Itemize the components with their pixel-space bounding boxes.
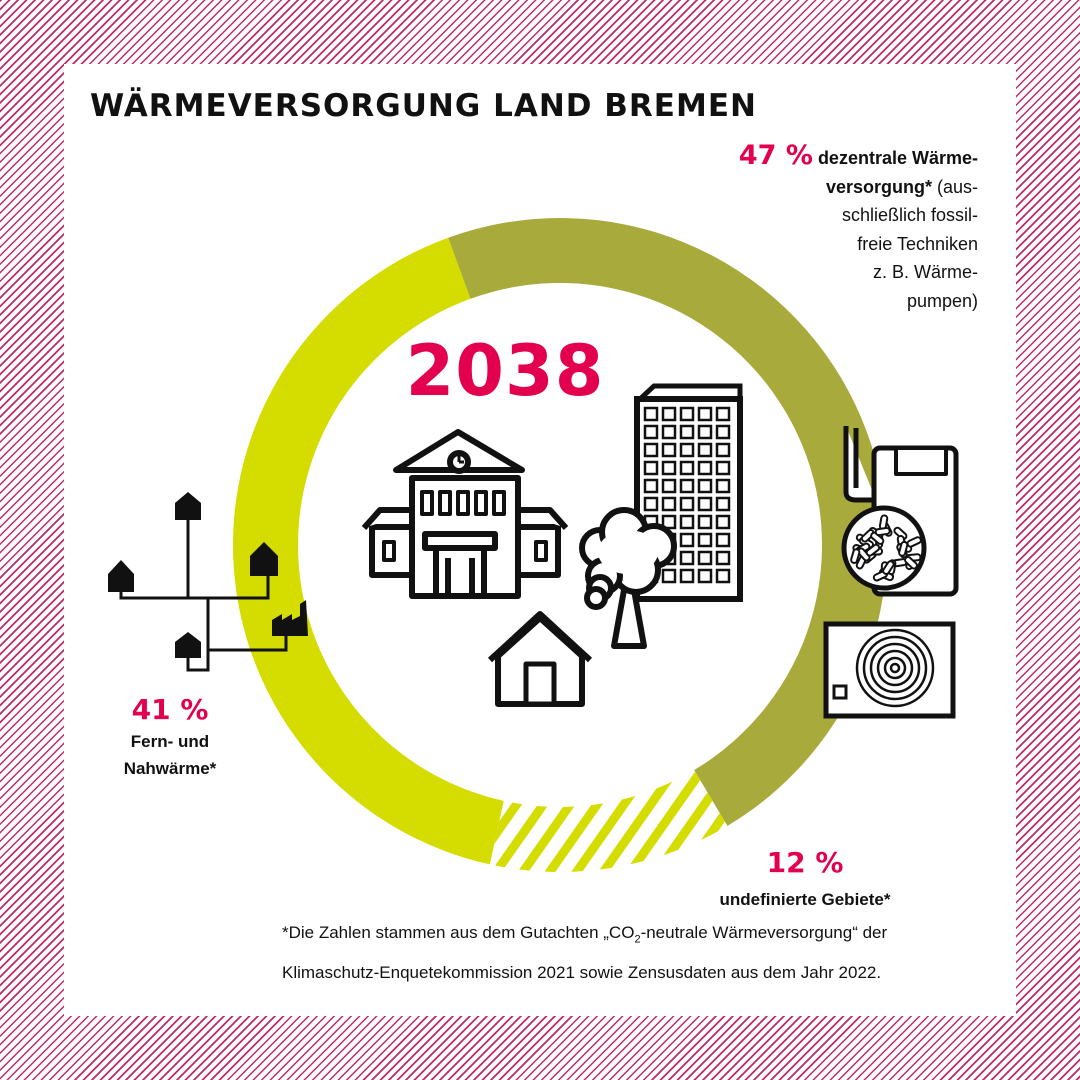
tower-window	[679, 532, 695, 548]
percent-fern: 41 %	[131, 693, 209, 726]
tree-icon	[579, 507, 677, 649]
pellet	[860, 529, 875, 543]
school-building-icon	[361, 429, 569, 599]
tower-window	[697, 478, 713, 494]
detail-dezentral-4: z. B. Wärme-	[872, 262, 978, 282]
tower-window	[715, 478, 731, 494]
label-undefiniert: 12 % undefinierte Gebiete*	[680, 844, 930, 910]
tower-window	[697, 550, 713, 566]
detail-dezentral-2: schließlich fossil-	[841, 205, 978, 225]
tower-window	[715, 424, 731, 440]
tower-window	[661, 568, 677, 584]
tower-window	[661, 442, 677, 458]
tower-window	[661, 478, 677, 494]
detail-dezentral-3: freie Techniken	[857, 233, 978, 254]
tower-window	[679, 514, 695, 530]
tower-window	[679, 424, 695, 440]
tower-window	[715, 568, 731, 584]
donut-slice-1	[448, 217, 888, 826]
tower-window	[697, 442, 713, 458]
tower-window	[697, 568, 713, 584]
tower-window	[679, 406, 695, 422]
tower-window	[661, 460, 677, 476]
tower-window	[643, 460, 659, 476]
tower-window	[679, 550, 695, 566]
tower-window	[715, 496, 731, 512]
tower-window	[715, 532, 731, 548]
footnote-line1-pre: *Die Zahlen stammen aus dem Gutachten „C…	[282, 923, 635, 942]
footnote-line1-sub: 2	[634, 933, 641, 946]
heating-network-icon	[108, 492, 308, 672]
tower-window	[679, 442, 695, 458]
footnote-line1-post: -neutrale Wärmeversorgung“ der	[640, 923, 888, 942]
tower-window	[679, 568, 695, 584]
name-dezentral-1: dezentrale Wärme-	[817, 148, 978, 168]
tower-window	[661, 424, 677, 440]
tower-window	[679, 496, 695, 512]
footnote-line2: Klimaschutz-Enquetekommission 2021 sowie…	[282, 963, 882, 983]
donut-slices	[233, 217, 888, 872]
pellet	[865, 543, 881, 557]
tower-window	[661, 406, 677, 422]
tower-window	[643, 478, 659, 494]
tower-window	[697, 460, 713, 476]
pellets	[850, 514, 922, 582]
name-dezentral-2: versorgung*	[825, 176, 932, 197]
factory-icon	[272, 600, 308, 636]
tower-window	[697, 514, 713, 530]
donut-slice-2	[489, 770, 728, 872]
percent-dezentral: 47 %	[738, 140, 813, 171]
tower-window	[661, 496, 677, 512]
tower-window	[661, 514, 677, 530]
detail-dezentral-1: (aus-	[936, 176, 978, 197]
pellet	[850, 548, 861, 564]
tower-window	[679, 478, 695, 494]
house-icon	[487, 611, 593, 707]
tower-window	[715, 406, 731, 422]
pellet-boiler-icon	[841, 426, 959, 597]
pellet	[874, 526, 891, 537]
tower-window	[643, 424, 659, 440]
tower-window	[643, 406, 659, 422]
year-label: 2038	[405, 330, 605, 412]
pellet	[904, 556, 918, 570]
pellet	[882, 560, 895, 575]
donut-slice-3	[233, 237, 504, 865]
label-fern: 41 % Fern- und Nahwärme*	[100, 692, 240, 782]
tower-window	[679, 460, 695, 476]
tower-window	[643, 442, 659, 458]
tower-window	[697, 496, 713, 512]
label-dezentral: 47 % dezentrale Wärme- versorgung* (aus-…	[678, 140, 978, 315]
tower-window	[643, 496, 659, 512]
tower-window	[715, 442, 731, 458]
tower-window	[697, 532, 713, 548]
page-title: WÄRMEVERSORGUNG LAND BREMEN	[90, 88, 757, 124]
pellet	[898, 540, 909, 557]
name-fern-1: Fern- und	[130, 732, 210, 751]
tower-window	[715, 550, 731, 566]
heat-pump-icon	[823, 621, 956, 719]
tower-window	[697, 406, 713, 422]
tower-window	[715, 514, 731, 530]
tower-window	[697, 424, 713, 440]
footnote: *Die Zahlen stammen aus dem Gutachten „C…	[282, 916, 962, 989]
name-fern-2: Nahwärme*	[123, 759, 217, 778]
percent-undefiniert: 12 %	[766, 846, 844, 879]
tower-window	[715, 460, 731, 476]
detail-dezentral-5: pumpen)	[906, 290, 978, 311]
name-undefiniert: undefinierte Gebiete*	[719, 890, 891, 909]
